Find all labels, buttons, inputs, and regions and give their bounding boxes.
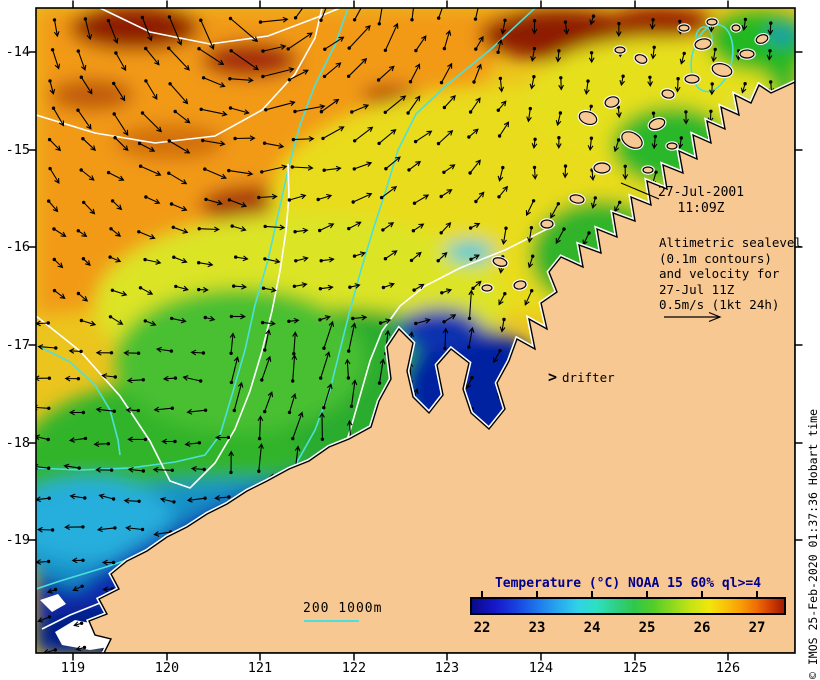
y-axis-tick-label: -15 [5,142,30,158]
bathymetry-legend-line [304,620,359,622]
colorbar-tick [481,591,483,599]
bathymetry-legend-label: 200 1000m [303,601,383,616]
y-axis-tick-label: -19 [5,532,30,548]
y-axis-tick-label: -16 [5,239,30,255]
drifter-marker-icon: > [548,368,558,386]
y-axis-tick-label: -14 [5,44,30,60]
colorbar-tick-label: 22 [473,620,491,636]
annotation-graphics [620,182,722,323]
drifter-annotation: > drifter [548,368,615,386]
colorbar-tick-label: 25 [638,620,656,636]
altimetry-annotation: Altimetric sealevel (0.1m contours) and ve… [659,235,802,313]
x-axis-tick-label: 122 [341,660,367,676]
date-annotation: 27-Jul-2001 11:09Z [650,185,752,217]
colorbar-tick [591,591,593,599]
date-label: 27-Jul-2001 [657,185,745,200]
colorbar-tick-label: 26 [693,620,711,636]
annotation-line: (0.1m contours) [659,250,772,266]
colorbar-tick-label: 23 [528,620,546,636]
map-border [35,7,796,654]
colorbar-tick-label: 27 [748,620,766,636]
colorbar-tick-label: 24 [583,620,601,636]
x-axis-tick-label: 120 [154,660,180,676]
y-axis-tick-label: -18 [5,435,30,451]
time-label: 11:09Z [677,201,725,216]
colorbar [470,597,786,615]
x-axis-tick-label: 126 [715,660,741,676]
annotation-line: 27-Jul 11Z [659,281,735,297]
land-layer [86,17,795,653]
annotation-line: Altimetric sealevel [659,235,802,250]
colorbar-tick [756,591,758,599]
colorbar-title: Temperature (°C) NOAA 15 60% ql>=4 [494,576,762,591]
annotation-line: and velocity for [659,266,780,282]
x-axis-tick-label: 121 [247,660,273,676]
annotation-line: 0.5m/s (1kt 24h) [659,297,780,313]
x-axis-tick-label: 123 [434,660,460,676]
x-axis-tick-label: 119 [60,660,86,676]
x-axis-tick-label: 125 [622,660,648,676]
x-axis-tick-label: 124 [528,660,554,676]
drifter-label: drifter [562,369,615,385]
colorbar-tick [701,591,703,599]
colorbar-tick [536,591,538,599]
y-axis-tick-label: -17 [5,337,30,353]
axis-tick-marks [28,0,803,661]
colorbar-tick [646,591,648,599]
copyright-text: © IMOS 25-Feb-2020 01:37:36 Hobart time [806,408,820,679]
